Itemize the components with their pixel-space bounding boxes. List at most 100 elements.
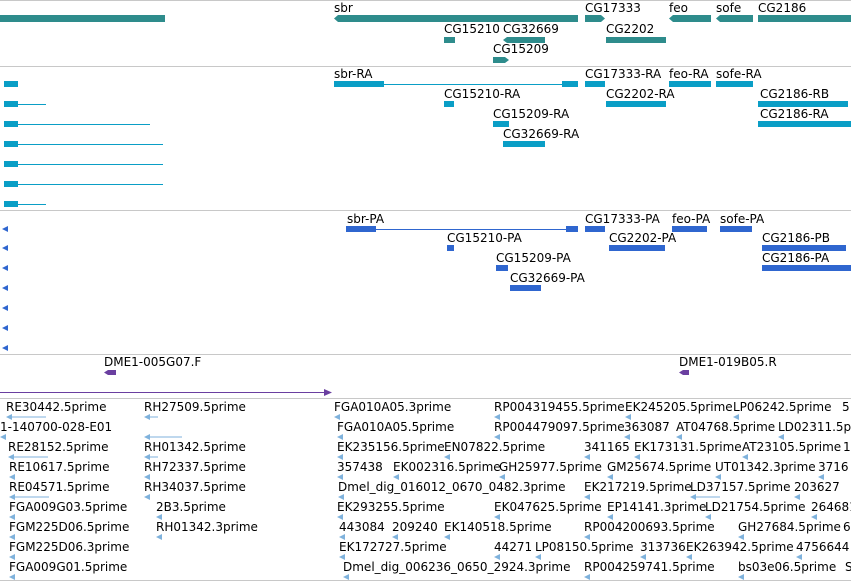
est-feature[interactable] (337, 514, 343, 520)
protein-feature-cg17333-pa[interactable] (585, 226, 605, 232)
est-feature[interactable] (337, 474, 343, 480)
est-feature[interactable] (584, 454, 590, 460)
clone-end-feature[interactable] (104, 370, 116, 375)
est-feature[interactable] (494, 554, 500, 560)
est-feature[interactable] (715, 474, 721, 480)
transcript-feature[interactable] (562, 81, 578, 87)
transcript-feature-cg15209-ra[interactable] (493, 121, 509, 127)
est-feature[interactable] (494, 414, 500, 420)
protein-feature[interactable] (2, 226, 8, 232)
est-feature[interactable] (144, 434, 150, 440)
transcript-feature-sofe-ra[interactable] (716, 81, 753, 87)
est-feature[interactable] (444, 534, 450, 540)
transcript-feature-feo-ra[interactable] (669, 81, 711, 87)
gene-feature-feo[interactable] (669, 15, 711, 22)
est-feature[interactable] (794, 494, 800, 500)
est-feature[interactable] (624, 434, 630, 440)
est-feature[interactable] (392, 534, 398, 540)
est-feature[interactable] (634, 454, 640, 460)
gene-feature-sofe[interactable] (716, 15, 753, 22)
transcript-feature-cg2202-ra[interactable] (606, 101, 666, 107)
est-feature[interactable] (796, 554, 802, 560)
gene-feature-cg15209[interactable] (493, 57, 509, 63)
est-feature[interactable] (690, 494, 696, 500)
transcript-feature[interactable] (4, 81, 18, 87)
transcript-feature-cg17333-ra[interactable] (585, 81, 605, 87)
protein-feature[interactable] (2, 245, 8, 251)
transcript-feature-cg32669-ra[interactable] (503, 141, 545, 147)
est-feature[interactable] (818, 474, 824, 480)
est-feature[interactable] (494, 434, 500, 440)
gene-feature-sbr[interactable] (334, 15, 578, 22)
est-feature[interactable] (584, 534, 590, 540)
est-feature[interactable] (339, 554, 345, 560)
est-feature[interactable] (705, 514, 711, 520)
transcript-feature-sbr-ra[interactable] (334, 81, 384, 87)
est-feature[interactable] (9, 574, 15, 580)
est-feature[interactable] (9, 534, 15, 540)
est-feature[interactable] (144, 414, 150, 420)
gene-feature-cg2202[interactable] (606, 37, 666, 43)
protein-feature-cg15210-pa[interactable] (447, 245, 454, 251)
est-feature[interactable] (156, 534, 162, 540)
est-feature[interactable] (9, 494, 15, 500)
est-feature[interactable] (738, 574, 744, 580)
transcript-feature[interactable] (4, 201, 18, 207)
est-feature[interactable] (733, 414, 739, 420)
est-feature[interactable] (625, 414, 631, 420)
est-feature[interactable] (607, 514, 613, 520)
est-feature[interactable] (338, 494, 344, 500)
transcript-feature-cg2186-ra[interactable] (758, 121, 851, 127)
gene-feature-cg32669[interactable] (503, 37, 545, 43)
protein-feature[interactable] (2, 345, 8, 351)
gene-feature-cg2186[interactable] (758, 15, 851, 22)
est-feature[interactable] (393, 474, 399, 480)
protein-feature-cg2186-pb[interactable] (762, 245, 846, 251)
protein-feature-cg32669-pa[interactable] (510, 285, 541, 291)
est-feature[interactable] (444, 454, 450, 460)
est-feature[interactable] (8, 454, 14, 460)
est-feature[interactable] (9, 474, 15, 480)
gene-feature[interactable] (0, 15, 165, 22)
est-feature[interactable] (0, 434, 6, 440)
est-feature[interactable] (811, 514, 817, 520)
est-feature[interactable] (9, 554, 15, 560)
est-feature[interactable] (494, 514, 500, 520)
est-feature[interactable] (584, 574, 590, 580)
transcript-feature-cg15210-ra[interactable] (444, 101, 454, 107)
transcript-feature[interactable] (4, 101, 18, 107)
est-feature[interactable] (6, 414, 12, 420)
est-feature[interactable] (535, 554, 541, 560)
transcript-feature[interactable] (4, 141, 18, 147)
est-feature[interactable] (339, 534, 345, 540)
protein-feature-feo-pa[interactable] (672, 226, 707, 232)
transcript-feature[interactable] (4, 161, 18, 167)
est-feature[interactable] (144, 454, 150, 460)
est-feature[interactable] (9, 514, 15, 520)
protein-feature[interactable] (2, 285, 8, 291)
protein-feature-cg2186-pa[interactable] (762, 265, 851, 271)
gene-feature-cg15210[interactable] (444, 37, 455, 43)
est-feature[interactable] (640, 554, 646, 560)
protein-feature[interactable] (2, 305, 8, 311)
protein-feature[interactable] (2, 325, 8, 331)
clone-end-feature[interactable] (679, 370, 689, 375)
est-feature[interactable] (742, 454, 748, 460)
est-feature[interactable] (584, 494, 590, 500)
est-feature[interactable] (337, 454, 343, 460)
transcript-feature[interactable] (4, 121, 18, 127)
est-feature[interactable] (156, 514, 162, 520)
est-feature[interactable] (499, 474, 505, 480)
est-feature[interactable] (738, 534, 744, 540)
est-feature[interactable] (676, 434, 682, 440)
gene-feature-cg17333[interactable] (585, 15, 605, 22)
est-feature[interactable] (686, 554, 692, 560)
protein-feature[interactable] (566, 226, 578, 232)
est-feature[interactable] (144, 494, 150, 500)
protein-feature-sbr-pa[interactable] (346, 226, 376, 232)
est-feature[interactable] (778, 434, 784, 440)
transcript-feature[interactable] (4, 181, 18, 187)
est-feature[interactable] (343, 574, 349, 580)
est-feature[interactable] (144, 474, 150, 480)
protein-feature-cg2202-pa[interactable] (609, 245, 665, 251)
